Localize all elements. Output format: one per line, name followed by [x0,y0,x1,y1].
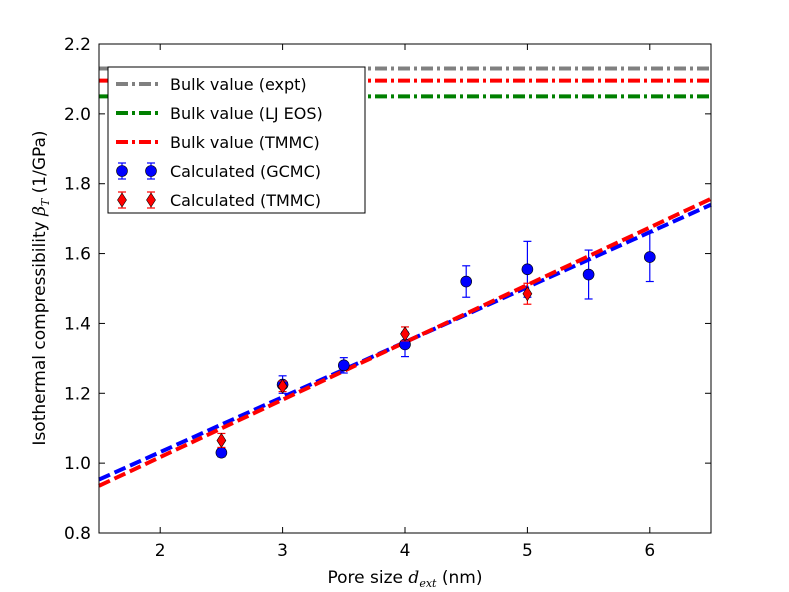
x-tick-label-0: 2 [155,541,166,561]
point-0-2 [337,359,350,372]
point-1-3 [522,286,533,302]
point-1-2 [400,326,410,342]
x-tick-label-2: 4 [400,541,411,561]
x-axis-label: Pore size dext (nm) [328,568,483,590]
y-tick-label-5: 1.8 [64,175,91,195]
legend: Bulk value (expt) Bulk value (LJ EOS) Bulk… [107,66,366,214]
point-0-0 [215,446,228,459]
legend-marker-4-1 [146,192,156,208]
legend-label-2: Bulk value (TMMC) [170,133,320,152]
legend-marker-3-0 [116,165,128,177]
legend-label-4: Calculated (TMMC) [170,191,321,210]
y-tick-label-6: 2.0 [64,105,91,125]
legend-marker-4-0 [117,192,127,208]
point-0-7 [643,251,656,263]
data-points [215,232,656,459]
y-tick-label-4: 1.6 [64,245,91,265]
fit-line-1 [98,196,712,488]
y-tick-label-7: 2.2 [64,35,91,55]
legend-items: Bulk value (expt) Bulk value (LJ EOS) Bulk… [116,75,323,210]
y-tick-label-3: 1.4 [64,314,91,334]
legend-marker-3-1 [145,165,157,177]
legend-label-1: Bulk value (LJ EOS) [170,104,323,123]
x-tick-label-4: 6 [644,541,655,561]
point-1-1 [277,378,288,394]
point-0-6 [582,268,595,281]
x-tick-label-3: 5 [522,541,533,561]
axis-ticks: 2 3 4 5 6 0.8 1.0 1.2 1.4 1.6 1.8 2.0 2.2 [64,35,711,561]
y-axis-label: Isothermal compressibility βT (1/GPa) [30,130,52,445]
y-tick-label-0: 0.8 [64,524,91,544]
y-tick-label-2: 1.2 [64,384,91,404]
fit-line-0 [98,202,712,482]
point-1-0 [216,432,227,448]
fit-lines [98,196,712,488]
legend-label-0: Bulk value (expt) [170,75,307,94]
point-0-5 [521,263,534,276]
y-tick-label-1: 1.0 [64,454,91,474]
point-0-4 [460,275,473,288]
x-tick-label-1: 3 [277,541,288,561]
legend-label-3: Calculated (GCMC) [170,162,321,181]
